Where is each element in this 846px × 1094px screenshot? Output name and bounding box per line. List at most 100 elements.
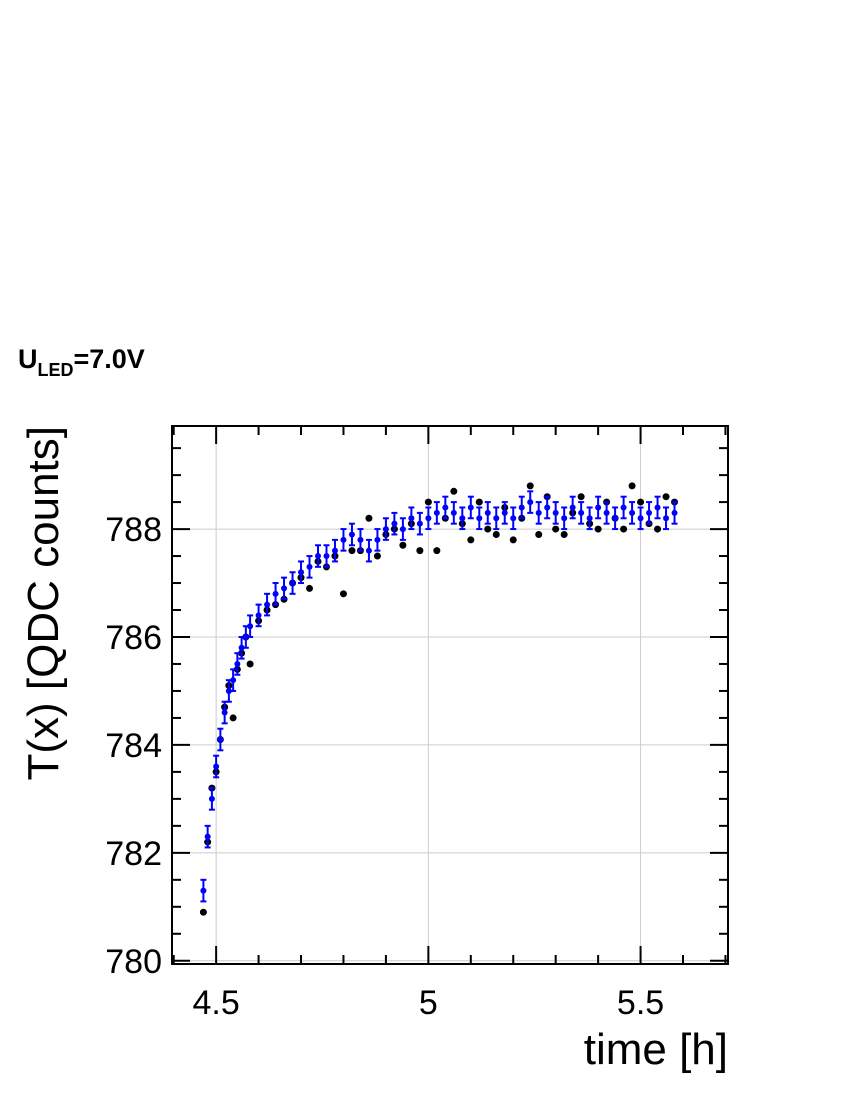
point	[620, 525, 628, 533]
point	[306, 563, 313, 570]
point	[234, 660, 241, 667]
point	[484, 525, 492, 533]
point	[238, 644, 245, 651]
point	[459, 515, 466, 522]
point	[637, 498, 645, 506]
point	[595, 504, 602, 511]
point	[628, 482, 636, 490]
point	[476, 515, 483, 522]
grid	[172, 426, 728, 964]
chart-title: ULED=7.0V	[18, 344, 145, 380]
point	[391, 520, 398, 527]
point	[612, 515, 619, 522]
point	[255, 612, 262, 619]
point	[424, 498, 432, 506]
point	[242, 633, 249, 640]
point	[306, 584, 314, 592]
y-tick-label: 782	[105, 835, 162, 873]
point	[552, 525, 560, 533]
point	[467, 504, 474, 511]
point	[433, 509, 440, 516]
point	[200, 887, 207, 894]
x-tick-label: 4.5	[193, 984, 240, 1022]
point	[204, 833, 211, 840]
point	[348, 531, 355, 538]
axes: 4.5 5 5.5 780 782 784 786 788	[105, 426, 728, 1022]
point	[578, 509, 585, 516]
title-main: U	[18, 344, 38, 374]
point	[221, 709, 228, 716]
y-axis-label: T(x) [QDC counts]	[19, 426, 68, 781]
point	[544, 504, 551, 511]
point	[365, 547, 372, 554]
point	[450, 509, 457, 516]
marks	[199, 482, 679, 916]
point	[603, 509, 610, 516]
point	[281, 585, 288, 592]
point	[230, 677, 237, 684]
y-tick-label: 780	[105, 943, 162, 981]
point	[586, 515, 593, 522]
point	[526, 482, 534, 490]
x-tick-label: 5.5	[617, 984, 664, 1022]
point	[323, 553, 330, 560]
point	[340, 536, 347, 543]
point	[663, 515, 670, 522]
point	[577, 493, 585, 501]
point	[561, 515, 568, 522]
x-tick-label: 5	[419, 984, 438, 1022]
point	[408, 515, 415, 522]
point	[272, 590, 279, 597]
point	[365, 514, 373, 522]
point	[637, 515, 644, 522]
point	[484, 509, 491, 516]
point	[442, 504, 449, 511]
point	[594, 525, 602, 533]
point	[264, 601, 271, 608]
point	[662, 493, 670, 501]
y-tick-label: 788	[105, 511, 162, 549]
point	[247, 623, 254, 630]
point	[229, 714, 237, 722]
point	[493, 515, 500, 522]
point	[450, 487, 458, 495]
point	[501, 509, 508, 516]
point	[629, 509, 636, 516]
point	[475, 498, 483, 506]
point	[315, 553, 322, 560]
title-sub: LED	[38, 360, 74, 380]
point	[509, 536, 517, 544]
plot-frame	[171, 425, 729, 965]
point	[348, 547, 356, 555]
title-suffix: =7.0V	[74, 344, 145, 374]
point	[535, 530, 543, 538]
point	[492, 530, 500, 538]
point	[552, 509, 559, 516]
point	[671, 509, 678, 516]
point	[199, 908, 207, 916]
point	[569, 504, 576, 511]
point	[646, 509, 653, 516]
point	[433, 547, 441, 555]
point	[527, 499, 534, 506]
point	[373, 552, 381, 560]
point	[510, 515, 517, 522]
point	[399, 526, 406, 533]
point	[416, 547, 424, 555]
point	[289, 580, 296, 587]
point	[425, 515, 432, 522]
point	[518, 504, 525, 511]
point	[298, 569, 305, 576]
point	[654, 525, 662, 533]
point	[399, 541, 407, 549]
point	[654, 504, 661, 511]
point	[467, 536, 475, 544]
point	[208, 795, 215, 802]
point	[535, 509, 542, 516]
point	[374, 536, 381, 543]
point	[416, 520, 423, 527]
point	[213, 763, 220, 770]
point	[357, 536, 364, 543]
point	[382, 526, 389, 533]
